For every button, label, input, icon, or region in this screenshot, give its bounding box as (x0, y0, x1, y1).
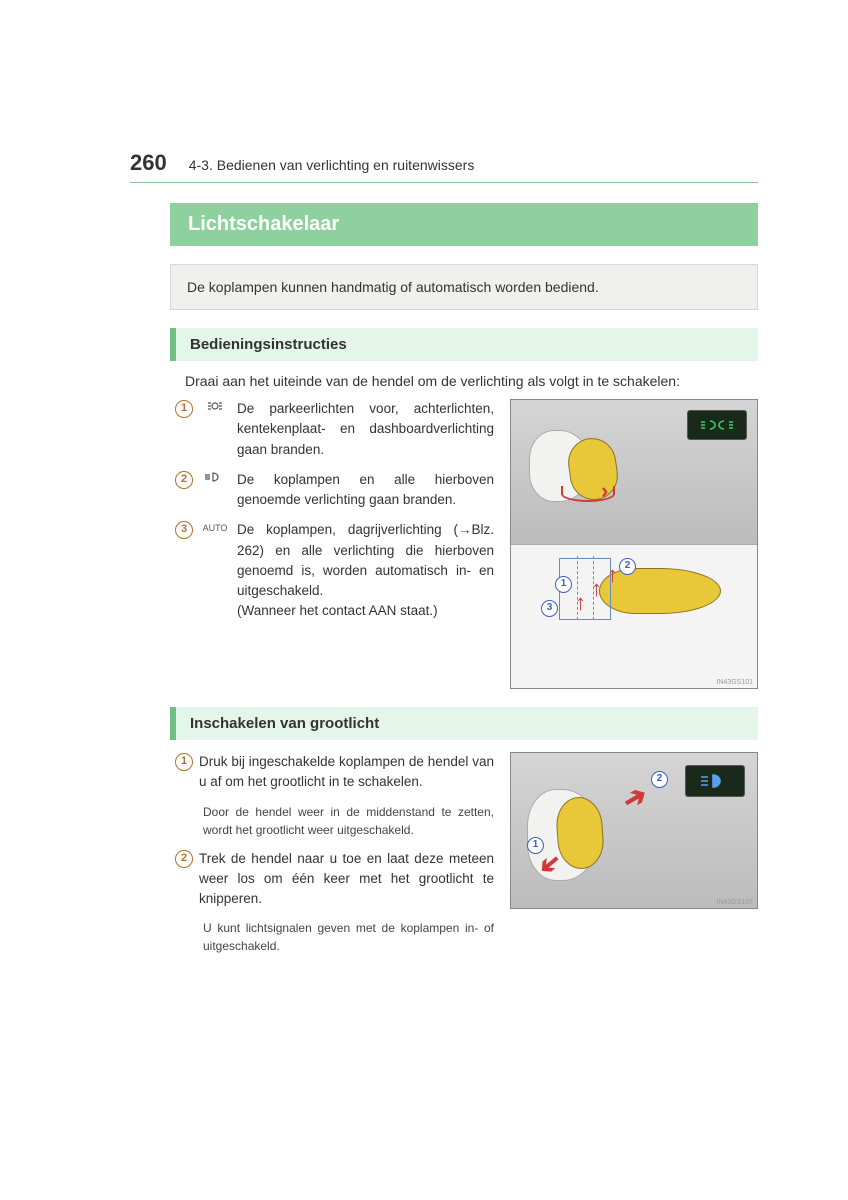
list-item: 1 De parkeerlichten voor, achterlichten,… (175, 399, 494, 460)
list-item: 3 AUTO De koplampen, dagrijverlichting (… (175, 520, 494, 621)
figure-high-beam: ➔ ➔ 2 1 IN43GS107 (510, 752, 758, 909)
item-text: De parkeerlichten voor, achterlichten, k… (237, 399, 494, 460)
list-item: 2 De koplampen en alle hierboven genoemd… (175, 470, 494, 511)
section1-content: 1 De parkeerlichten voor, achterlichten,… (175, 399, 758, 697)
section1-figure: › ↑ ↑ ↑ 2 1 3 IN43GS101 (510, 399, 758, 697)
item-text: De koplampen en alle hierboven genoemde … (237, 470, 494, 511)
page-header: 260 4-3. Bedienen van verlichting en rui… (130, 150, 758, 183)
list-item: 2 Trek de hendel naar u toe en laat deze… (175, 849, 494, 910)
item-note: Door de hendel weer in de middenstand te… (203, 803, 494, 839)
item-number: 1 (175, 753, 193, 771)
section1-text: 1 De parkeerlichten voor, achterlichten,… (175, 399, 494, 697)
item-note: U kunt lichtsignalen geven met de koplam… (203, 919, 494, 955)
item-text: Druk bij ingeschakelde koplampen de hend… (199, 752, 494, 793)
headlight-icon (199, 470, 231, 511)
figure-code: IN43GS101 (716, 679, 753, 686)
item-number: 2 (175, 850, 193, 868)
park-light-icon (199, 399, 231, 460)
section2-text: 1 Druk bij ingeschakelde koplampen de he… (175, 752, 494, 965)
item-text: De koplampen, dagrijverlichting (→Blz. 2… (237, 520, 494, 621)
figure-code: IN43GS107 (716, 899, 753, 906)
item-number: 1 (175, 400, 193, 418)
page-title: Lichtschakelaar (170, 203, 758, 246)
section2-content: 1 Druk bij ingeschakelde koplampen de he… (175, 752, 758, 965)
item-number: 2 (175, 471, 193, 489)
intro-box: De koplampen kunnen handmatig of automat… (170, 264, 758, 310)
section-path: 4-3. Bedienen van verlichting en ruitenw… (189, 157, 475, 173)
subheader-instructions: Bedieningsinstructies (170, 328, 758, 361)
list-item: 1 Druk bij ingeschakelde koplampen de he… (175, 752, 494, 793)
figure-light-switch: › ↑ ↑ ↑ 2 1 3 IN43GS101 (510, 399, 758, 689)
subheader-highbeam: Inschakelen van grootlicht (170, 707, 758, 740)
lead-text: Draai aan het uiteinde van de hendel om … (185, 373, 758, 389)
section2-figure: ➔ ➔ 2 1 IN43GS107 (510, 752, 758, 965)
page-number: 260 (130, 150, 167, 176)
item-text: Trek de hendel naar u toe en laat deze m… (199, 849, 494, 910)
item-number: 3 (175, 521, 193, 539)
auto-icon: AUTO (199, 520, 231, 621)
